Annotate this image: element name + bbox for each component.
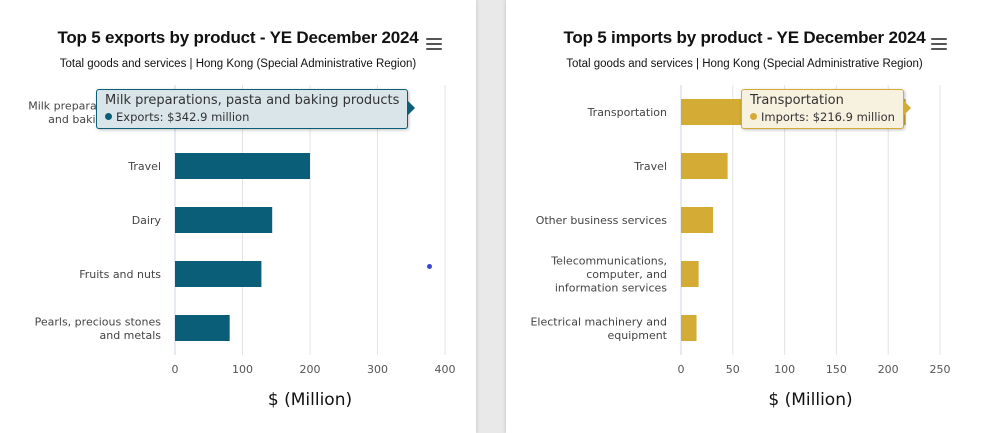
exports-x-tick-label: 300 — [367, 363, 388, 376]
imports-tooltip: Transportation Imports: $216.9 million — [741, 89, 911, 129]
imports-category-label: computer, and — [586, 268, 667, 281]
imports-menu-button[interactable] — [931, 38, 947, 50]
imports-bar[interactable] — [681, 261, 699, 287]
exports-tooltip-line: Exports: $342.9 million — [105, 110, 399, 124]
exports-tooltip-title: Milk preparations, pasta and baking prod… — [105, 93, 400, 108]
exports-category-label: Fruits and nuts — [79, 268, 161, 281]
imports-tooltip-line: Imports: $216.9 million — [750, 110, 895, 124]
exports-category-label: and metals — [99, 329, 161, 342]
imports-category-label: equipment — [607, 329, 667, 342]
imports-x-tick-label: 0 — [678, 363, 685, 376]
imports-category-label: Electrical machinery and — [530, 315, 667, 328]
imports-series-dot-icon — [750, 113, 757, 120]
exports-category-label: Travel — [127, 160, 161, 173]
imports-tooltip-title: Transportation — [750, 93, 844, 108]
exports-chart-title: Top 5 exports by product - YE December 2… — [57, 28, 419, 47]
exports-tooltip-value: $342.9 million — [167, 110, 250, 124]
imports-x-tick-label: 50 — [726, 363, 740, 376]
exports-series-dot-icon — [105, 113, 112, 120]
exports-category-label: Dairy — [132, 214, 162, 227]
exports-bar[interactable] — [175, 153, 310, 179]
exports-menu-button[interactable] — [426, 38, 442, 50]
exports-category-label: Pearls, precious stones — [35, 315, 162, 328]
exports-bar[interactable] — [175, 315, 230, 341]
exports-x-tick-label: 200 — [300, 363, 321, 376]
exports-x-tick-label: 0 — [172, 363, 179, 376]
imports-chart-subtitle: Total goods and services | Hong Kong (Sp… — [566, 58, 923, 70]
imports-chart-title: Top 5 imports by product - YE December 2… — [563, 28, 926, 47]
imports-chart-card: Top 5 imports by product - YE December 2… — [506, 0, 983, 433]
exports-x-axis-title: $ (Million) — [268, 390, 352, 410]
exports-x-tick-label: 100 — [232, 363, 253, 376]
imports-bar[interactable] — [681, 153, 728, 179]
imports-category-label: Travel — [633, 160, 667, 173]
imports-bar-chart: 0 50 100 150 200 250 Transportation Travel Other… — [530, 85, 951, 410]
exports-chart-card: Top 5 exports by product - YE December 2… — [0, 0, 476, 433]
exports-bar[interactable] — [175, 261, 262, 287]
imports-x-tick-label: 200 — [878, 363, 899, 376]
exports-bar[interactable] — [175, 207, 273, 233]
imports-x-axis-title: $ (Million) — [768, 390, 852, 410]
imports-x-tick-label: 150 — [826, 363, 847, 376]
exports-tooltip: Milk preparations, pasta and baking prod… — [96, 89, 416, 129]
exports-tooltip-series: Exports — [116, 110, 160, 124]
imports-category-label: information services — [555, 282, 667, 295]
cursor-dot — [427, 264, 432, 269]
imports-bar[interactable] — [681, 207, 714, 233]
imports-tooltip-pointer — [903, 101, 911, 115]
imports-tooltip-value: $216.9 million — [812, 110, 895, 124]
hamburger-menu-icon — [426, 38, 442, 41]
imports-category-label: Telecommunications, — [550, 255, 667, 268]
imports-tooltip-series: Imports — [761, 110, 806, 124]
imports-category-label: Other business services — [536, 214, 668, 227]
imports-x-tick-label: 100 — [774, 363, 795, 376]
imports-x-tick-label: 250 — [930, 363, 951, 376]
exports-x-tick-label: 400 — [435, 363, 456, 376]
exports-tooltip-pointer — [408, 101, 416, 115]
imports-bar[interactable] — [681, 315, 697, 341]
imports-category-label: Transportation — [587, 106, 667, 119]
hamburger-menu-icon — [931, 38, 947, 41]
exports-chart-subtitle: Total goods and services | Hong Kong (Sp… — [59, 58, 417, 70]
